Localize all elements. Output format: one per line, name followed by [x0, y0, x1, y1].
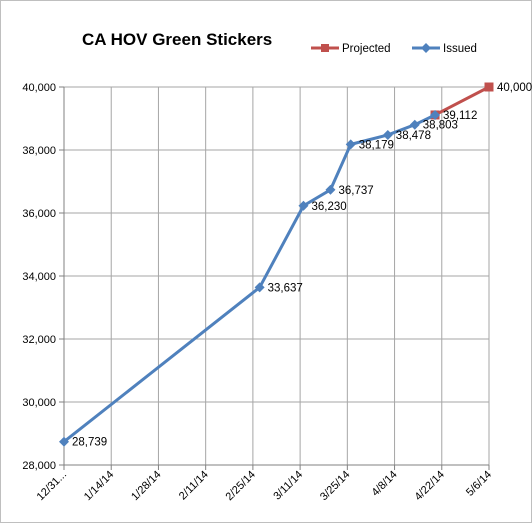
y-tick-label: 30,000 [22, 397, 56, 409]
series-issued-point [382, 129, 393, 140]
series-issued-data-label: 28,739 [72, 437, 107, 449]
x-tick-label: 1/28/14 [129, 469, 163, 503]
chart-title: CA HOV Green Stickers [82, 30, 272, 49]
series-layer [59, 82, 494, 447]
x-tick-label: 3/25/14 [318, 469, 352, 503]
label-layer: 40,000 28,739 33,637 36,230 36,737 38,17938,4… [72, 82, 532, 449]
grid-layer [63, 86, 490, 466]
series-issued-data-label: 38,478 [396, 130, 431, 142]
x-tick-label: 12/31... [35, 469, 69, 503]
x-tick-label: 4/22/14 [412, 469, 446, 503]
legend-issued-label: Issued [443, 43, 477, 55]
y-tick-label: 28,000 [22, 460, 56, 472]
x-tick-label: 5/6/14 [464, 469, 494, 499]
series-projected-line [433, 85, 491, 117]
series-issued-point [59, 436, 69, 447]
series-issued-point [254, 282, 265, 293]
series-issued-data-label: 39,112 [443, 110, 477, 122]
x-tick-label: 3/11/14 [271, 469, 305, 503]
series-issued-point [325, 184, 336, 195]
y-tick-label: 34,000 [22, 271, 56, 283]
legend-projected-marker [321, 44, 329, 52]
series-issued-data-label: 38,803 [423, 120, 458, 132]
x-tick-label: 2/25/14 [224, 469, 258, 503]
series-issued-point [430, 109, 441, 120]
series-issued-point [409, 119, 420, 130]
series-projected-data-label: 40,000 [497, 82, 532, 94]
x-tick-label: 4/8/14 [370, 469, 400, 499]
x-tick-label: 2/11/14 [177, 469, 211, 503]
series-issued-data-label: 33,637 [268, 282, 303, 294]
series-issued-data-label: 38,179 [359, 139, 394, 151]
series-issued-data-label: 36,737 [338, 185, 373, 197]
y-tick-label: 40,000 [22, 82, 56, 94]
series-issued-point [298, 200, 309, 211]
y-tick-label: 32,000 [22, 334, 56, 346]
series-issued-line [62, 113, 437, 444]
y-tick-label: 38,000 [22, 145, 56, 157]
series-projected-point [484, 82, 494, 92]
series-issued-data-label: 36,230 [311, 201, 346, 213]
legend: Projected Issued [311, 43, 477, 55]
x-tick-label: 1/14/14 [82, 469, 116, 503]
legend-issued-marker [421, 43, 431, 53]
y-tick-label: 36,000 [22, 208, 56, 220]
legend-projected-label: Projected [342, 43, 391, 55]
series-issued-point [345, 139, 356, 150]
